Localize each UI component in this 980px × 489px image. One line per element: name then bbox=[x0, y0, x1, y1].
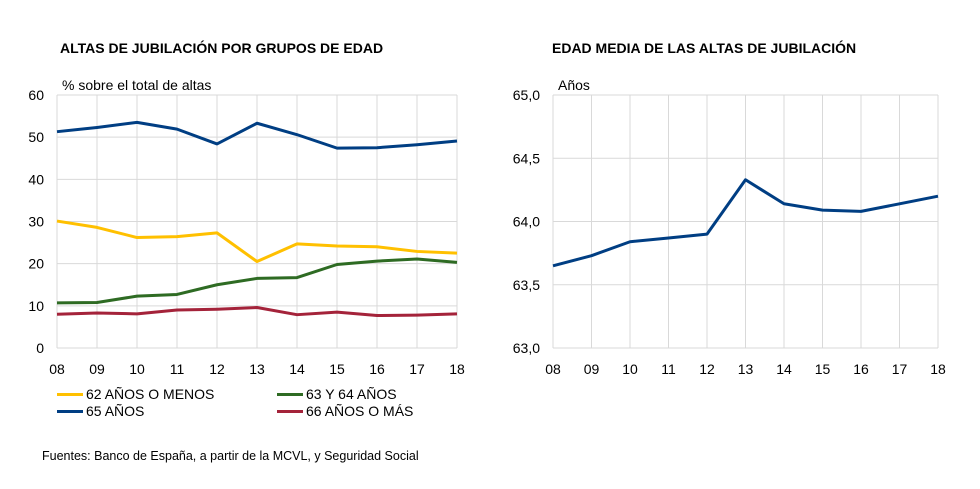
legend-label: 63 Y 64 AÑOS bbox=[306, 386, 397, 402]
x-tick-label: 16 bbox=[853, 361, 869, 377]
x-tick-label: 18 bbox=[449, 361, 465, 377]
legend-label: 66 AÑOS O MÁS bbox=[306, 403, 414, 419]
y-tick-label: 63,5 bbox=[513, 277, 540, 293]
y-tick-label: 65,0 bbox=[513, 87, 540, 103]
source-note: Fuentes: Banco de España, a partir de la… bbox=[42, 449, 419, 463]
y-tick-label: 63,0 bbox=[513, 340, 540, 356]
legend-item-0: 62 AÑOS O MENOS bbox=[57, 386, 214, 402]
x-tick-label: 18 bbox=[930, 361, 946, 377]
legend-item-1: 63 Y 64 AÑOS bbox=[277, 386, 397, 402]
left-y-axis-label: % sobre el total de altas bbox=[62, 77, 212, 93]
y-tick-label: 40 bbox=[28, 171, 44, 187]
x-tick-label: 10 bbox=[129, 361, 145, 377]
y-tick-label: 60 bbox=[28, 87, 44, 103]
x-tick-label: 11 bbox=[170, 361, 185, 377]
x-tick-label: 13 bbox=[249, 361, 265, 377]
legend-swatch bbox=[277, 392, 303, 396]
x-tick-label: 09 bbox=[89, 361, 105, 377]
series-line-0-3 bbox=[56, 306, 458, 318]
y-tick-label: 64,0 bbox=[513, 214, 540, 230]
left-chart-title: ALTAS DE JUBILACIÓN POR GRUPOS DE EDAD bbox=[60, 40, 384, 56]
x-tick-label: 09 bbox=[584, 361, 600, 377]
x-tick-label: 08 bbox=[49, 361, 65, 377]
x-tick-label: 12 bbox=[209, 361, 225, 377]
x-tick-label: 11 bbox=[661, 361, 676, 377]
x-tick-label: 14 bbox=[289, 361, 305, 377]
x-tick-label: 12 bbox=[699, 361, 715, 377]
legend-label: 62 AÑOS O MENOS bbox=[86, 386, 215, 402]
series-line-1-0 bbox=[552, 178, 939, 268]
series-line-0-2 bbox=[56, 120, 458, 150]
x-tick-label: 17 bbox=[892, 361, 908, 377]
x-tick-label: 15 bbox=[815, 361, 831, 377]
legend-label: 65 AÑOS bbox=[86, 403, 145, 419]
y-tick-label: 30 bbox=[28, 214, 44, 230]
series-line-0-1 bbox=[56, 257, 458, 305]
y-tick-label: 64,5 bbox=[513, 150, 540, 166]
x-tick-label: 08 bbox=[545, 361, 561, 377]
x-tick-label: 14 bbox=[776, 361, 792, 377]
x-tick-label: 13 bbox=[738, 361, 754, 377]
series-line-0-0 bbox=[56, 219, 458, 264]
legend-swatch bbox=[57, 392, 83, 396]
legend-item-2: 65 AÑOS bbox=[57, 403, 144, 419]
legend-swatch bbox=[57, 409, 83, 413]
right-y-axis-label: Años bbox=[558, 77, 590, 93]
x-tick-label: 10 bbox=[622, 361, 638, 377]
legend-item-3: 66 AÑOS O MÁS bbox=[277, 403, 413, 419]
x-tick-label: 15 bbox=[329, 361, 345, 377]
x-tick-label: 16 bbox=[369, 361, 385, 377]
right-chart-title: EDAD MEDIA DE LAS ALTAS DE JUBILACIÓN bbox=[552, 40, 857, 56]
y-tick-label: 10 bbox=[28, 298, 44, 314]
legend-swatch bbox=[277, 409, 303, 413]
x-tick-label: 17 bbox=[409, 361, 425, 377]
y-tick-label: 0 bbox=[36, 340, 44, 356]
y-tick-label: 50 bbox=[28, 129, 44, 145]
y-tick-label: 20 bbox=[28, 256, 44, 272]
